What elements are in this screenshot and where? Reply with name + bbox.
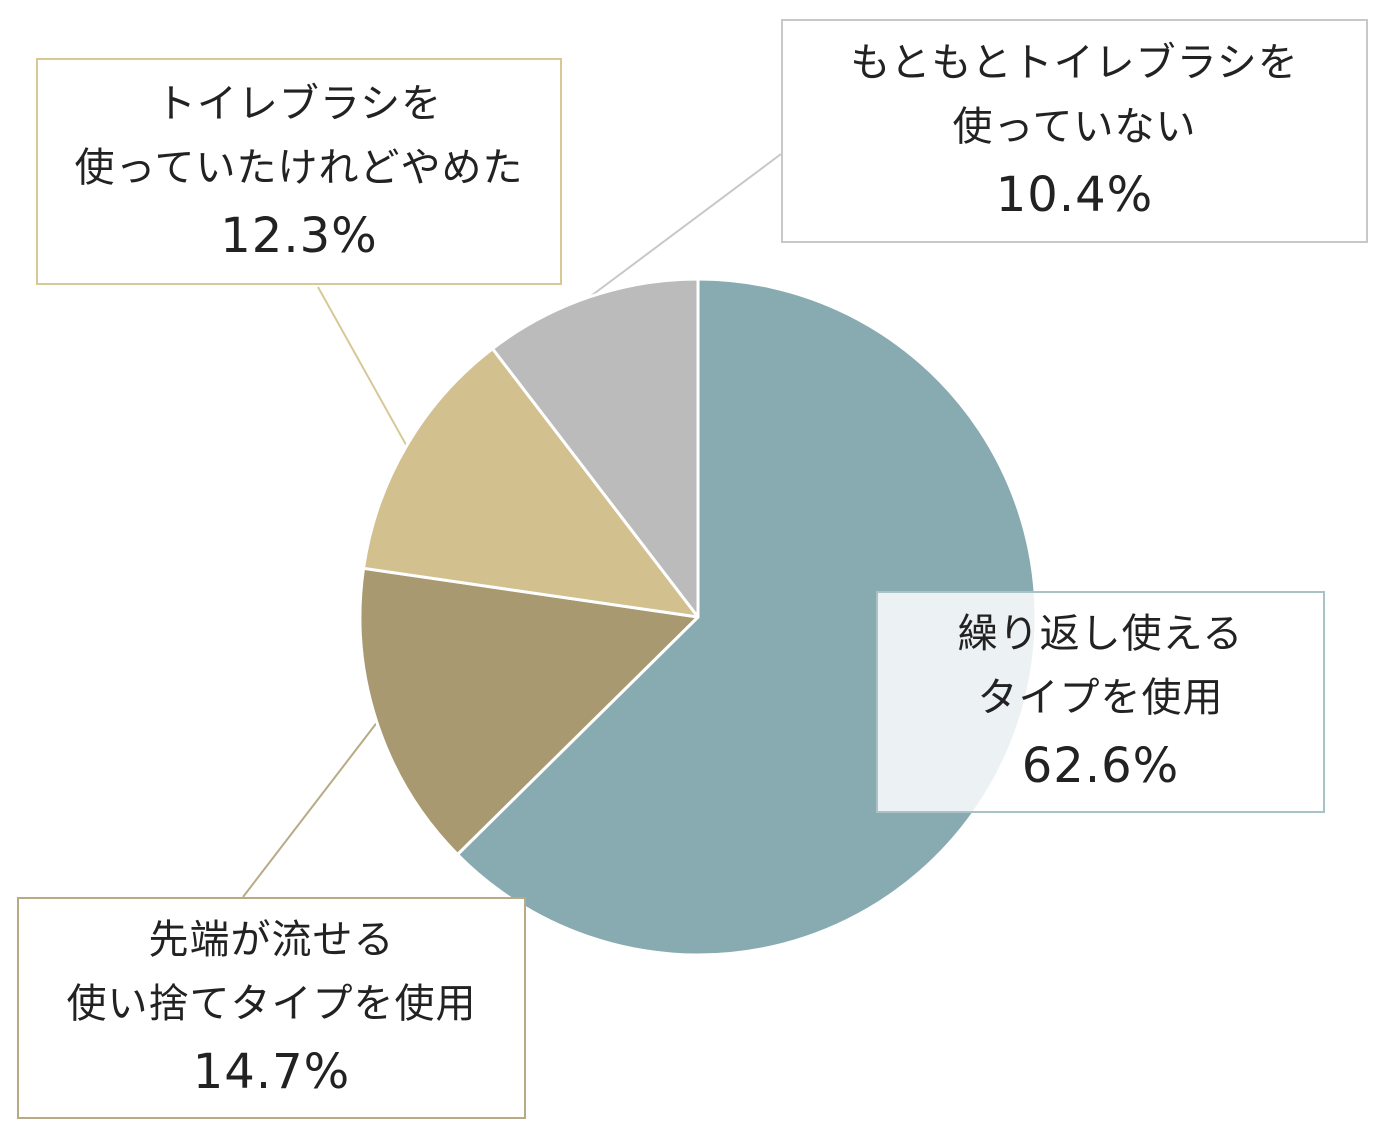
label-never-used-line-2: 使っていない	[952, 104, 1197, 150]
pie-slice-never-used	[491, 277, 700, 619]
label-stopped-line-2: 使っていたけれどやめた	[74, 144, 524, 191]
pie-slice-disposable	[358, 566, 700, 856]
leader-lines	[242, 153, 782, 898]
leader-line-never-used	[588, 153, 782, 298]
label-never-used-line-1: もともとトイレブラシを	[850, 40, 1299, 86]
label-box-stopped: トイレブラシを 使っていたけれどやめた 12.3%	[36, 58, 562, 285]
label-disposable-line-2: 使い捨てタイプを使用	[66, 981, 477, 1027]
leader-line-stopped	[317, 286, 408, 447]
label-stopped-value: 12.3%	[220, 207, 378, 264]
label-box-reusable: 繰り返し使える タイプを使用 62.6%	[876, 591, 1325, 813]
label-box-never-used: もともとトイレブラシを 使っていない 10.4%	[781, 19, 1368, 243]
label-reusable-line-2: タイプを使用	[977, 675, 1224, 721]
label-reusable-line-1: 繰り返し使える	[957, 611, 1244, 657]
leader-line-disposable	[242, 721, 378, 898]
label-never-used-value: 10.4%	[995, 167, 1154, 223]
label-reusable-value: 62.6%	[1021, 738, 1180, 794]
pie-slice-stopped	[362, 347, 700, 619]
label-disposable-value: 14.7%	[192, 1044, 351, 1100]
label-stopped-line-1: トイレブラシを	[155, 80, 443, 127]
label-disposable-line-1: 先端が流せる	[148, 917, 395, 963]
label-box-disposable: 先端が流せる 使い捨てタイプを使用 14.7%	[17, 897, 526, 1119]
